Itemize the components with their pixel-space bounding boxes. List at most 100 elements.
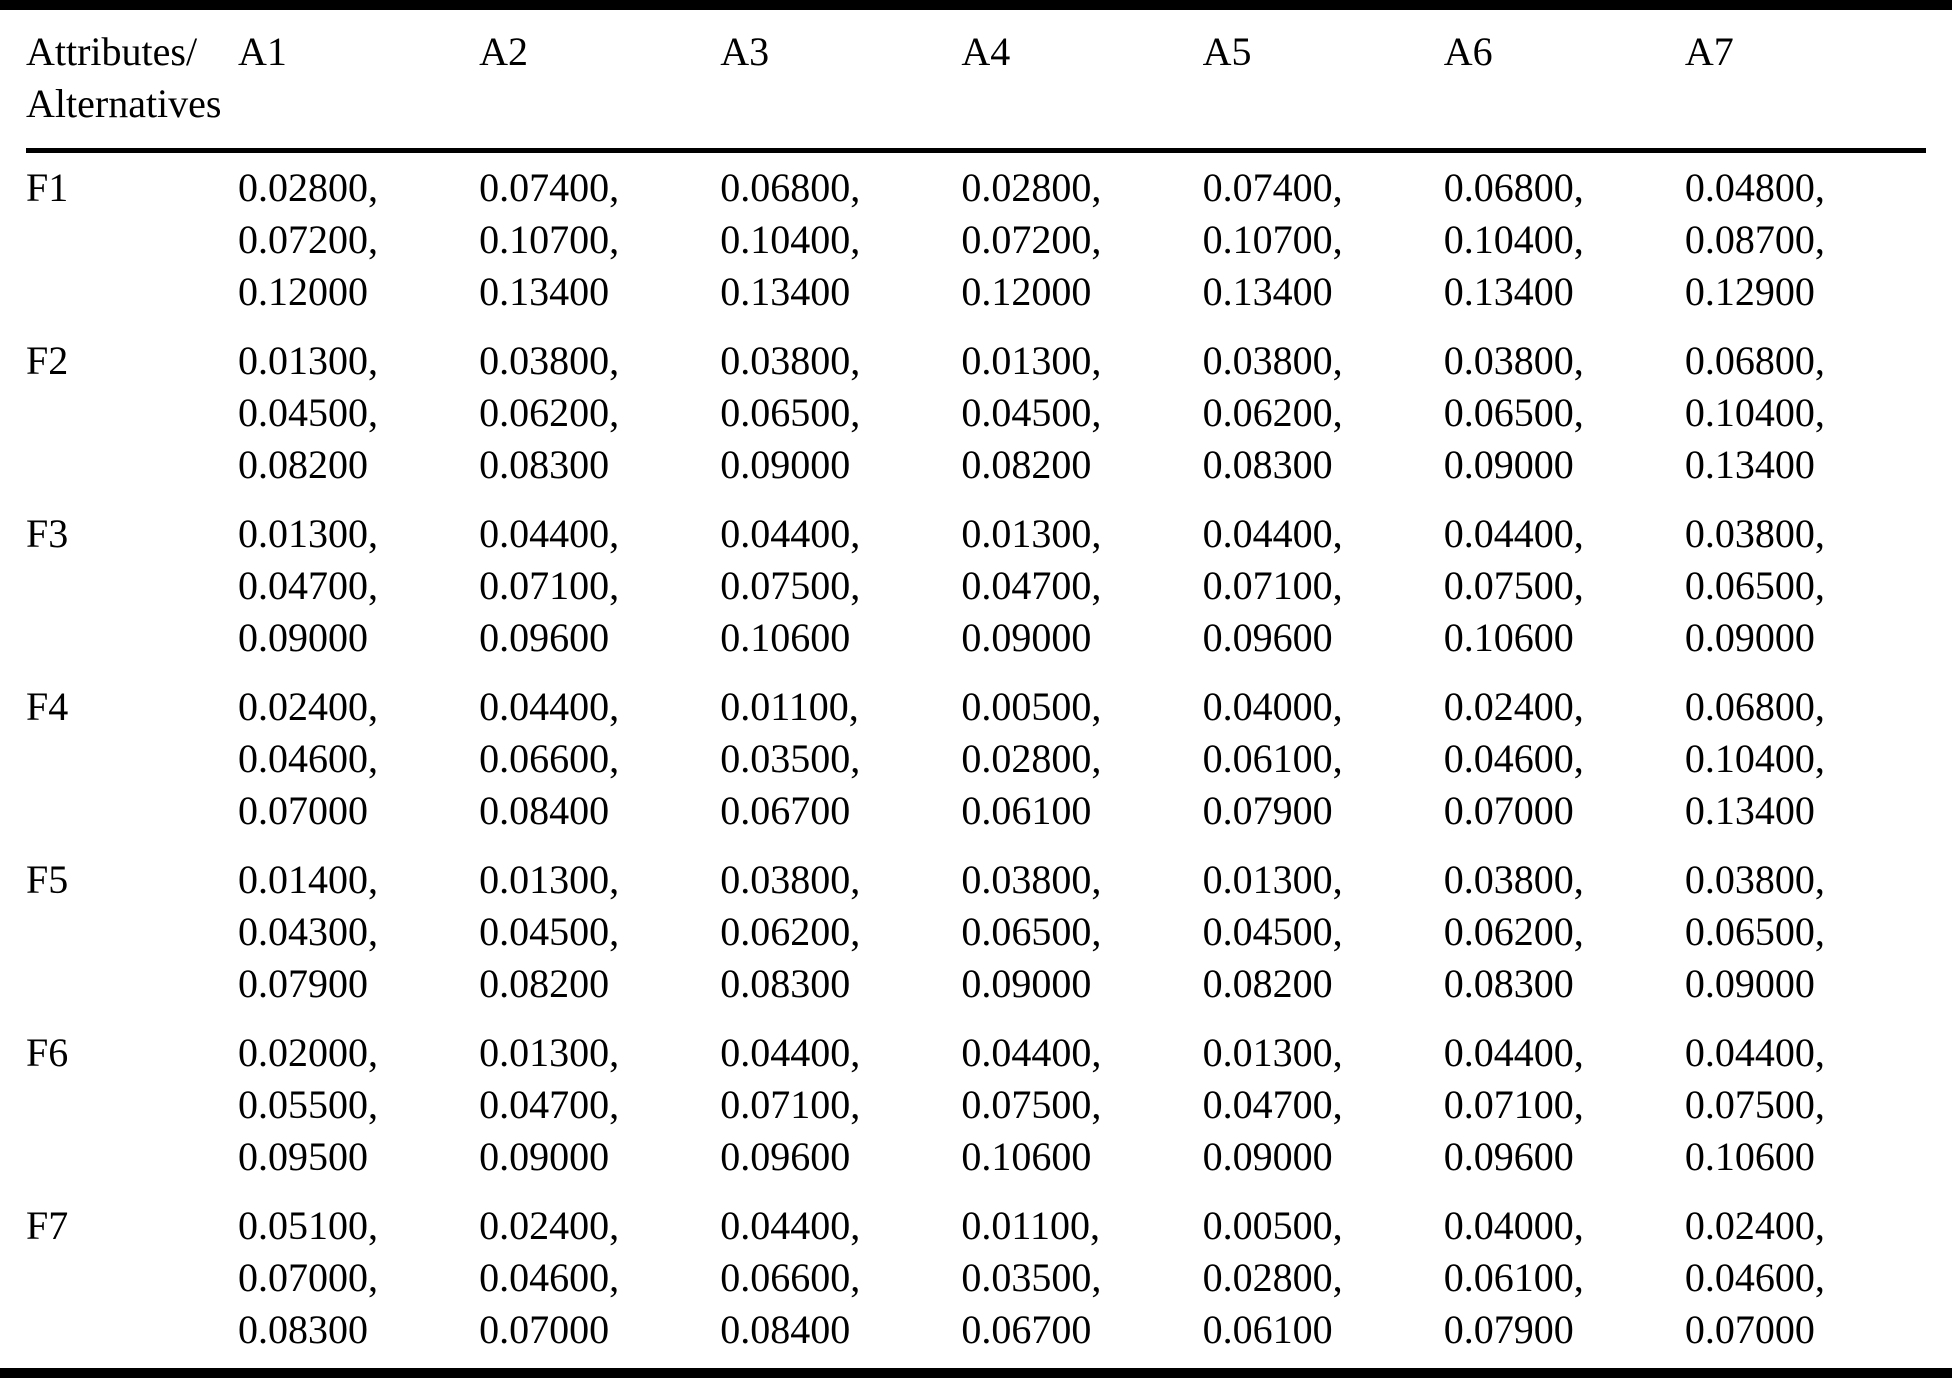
table-body: F1 0.02800, 0.07200, 0.12000 0.07400, 0.10700… — [26, 151, 1926, 1365]
value-cell: 0.01300, 0.04700, 0.09000 — [961, 499, 1202, 672]
value-line: 0.04500, — [238, 390, 378, 435]
value-cell: 0.07400, 0.10700, 0.13400 — [479, 151, 720, 327]
value-line: 0.00500, — [961, 684, 1102, 729]
value-cell: 0.02400, 0.04600, 0.07000 — [1444, 672, 1685, 845]
value-cell: 0.03800, 0.06200, 0.08300 — [1444, 845, 1685, 1018]
value-cell: 0.03800, 0.06200, 0.08300 — [1203, 326, 1444, 499]
value-line: 0.08300 — [720, 961, 851, 1006]
value-line: 0.01400, — [238, 857, 378, 902]
value-line: 0.06800, — [1684, 338, 1825, 383]
value-cell: 0.01300, 0.04500, 0.08200 — [961, 326, 1202, 499]
value-cell: 0.06800, 0.10400, 0.13400 — [1444, 151, 1685, 327]
value-cell: 0.04400, 0.07100, 0.09600 — [720, 1018, 961, 1191]
value-cell: 0.01300, 0.04500, 0.08200 — [479, 845, 720, 1018]
value-line: 0.08200 — [238, 442, 368, 487]
value-cell: 0.03800, 0.06500, 0.09000 — [1444, 326, 1685, 499]
value-line: 0.03500, — [961, 1255, 1102, 1300]
value-line: 0.01300, — [1202, 857, 1343, 902]
row-label: F1 — [26, 165, 69, 210]
value-cell: 0.03800, 0.06500, 0.09000 — [1685, 845, 1926, 1018]
value-cell: 0.02400, 0.04600, 0.07000 — [479, 1191, 720, 1364]
row-label: F4 — [26, 684, 69, 729]
value-cell: 0.07400, 0.10700, 0.13400 — [1203, 151, 1444, 327]
table-row: F6 0.02000, 0.05500, 0.09500 0.01300, 0.04700… — [26, 1018, 1926, 1191]
value-line: 0.01300, — [238, 338, 378, 383]
value-line: 0.13400 — [1443, 269, 1574, 314]
value-line: 0.07000, — [238, 1255, 378, 1300]
value-line: 0.03800, — [1684, 511, 1825, 556]
value-line: 0.02400, — [1443, 684, 1584, 729]
value-line: 0.03800, — [479, 338, 620, 383]
value-line: 0.09600 — [479, 615, 610, 660]
value-cell: 0.01300, 0.04700, 0.09000 — [238, 499, 479, 672]
value-line: 0.07100, — [720, 1082, 861, 1127]
value-line: 0.08200 — [961, 442, 1092, 487]
value-cell: 0.01100, 0.03500, 0.06700 — [961, 1191, 1202, 1364]
value-cell: 0.00500, 0.02800, 0.06100 — [1203, 1191, 1444, 1364]
value-line: 0.04700, — [961, 563, 1102, 608]
value-cell: 0.03800, 0.06500, 0.09000 — [961, 845, 1202, 1018]
value-line: 0.06100 — [1202, 1307, 1333, 1352]
value-line: 0.09600 — [1202, 615, 1333, 660]
value-line: 0.04000, — [1202, 684, 1343, 729]
value-line: 0.01300, — [961, 511, 1102, 556]
value-cell: 0.04400, 0.07500, 0.10600 — [720, 499, 961, 672]
value-cell: 0.04400, 0.06600, 0.08400 — [720, 1191, 961, 1364]
value-cell: 0.04400, 0.07100, 0.09600 — [479, 499, 720, 672]
value-line: 0.12000 — [961, 269, 1092, 314]
value-cell: 0.02400, 0.04600, 0.07000 — [238, 672, 479, 845]
value-line: 0.03800, — [720, 338, 861, 383]
value-line: 0.04400, — [479, 511, 620, 556]
value-line: 0.13400 — [720, 269, 851, 314]
value-line: 0.07900 — [238, 961, 368, 1006]
value-line: 0.10400, — [1684, 736, 1825, 781]
value-line: 0.03800, — [720, 857, 861, 902]
value-line: 0.04400, — [1443, 511, 1584, 556]
value-line: 0.02800, — [1202, 1255, 1343, 1300]
value-cell: 0.05100, 0.07000, 0.08300 — [238, 1191, 479, 1364]
value-line: 0.06500, — [961, 909, 1102, 954]
value-line: 0.13400 — [1202, 269, 1333, 314]
value-line: 0.08400 — [479, 788, 610, 833]
value-line: 0.07200, — [961, 217, 1102, 262]
value-line: 0.07100, — [1202, 563, 1343, 608]
value-line: 0.03800, — [1443, 338, 1584, 383]
value-line: 0.13400 — [1684, 788, 1815, 833]
value-line: 0.04400, — [720, 1203, 861, 1248]
value-line: 0.07000 — [238, 788, 368, 833]
value-line: 0.13400 — [1684, 442, 1815, 487]
value-line: 0.04400, — [720, 511, 861, 556]
value-cell: 0.01100, 0.03500, 0.06700 — [720, 672, 961, 845]
value-cell: 0.00500, 0.02800, 0.06100 — [961, 672, 1202, 845]
value-line: 0.09000 — [1202, 1134, 1333, 1179]
table-row: F3 0.01300, 0.04700, 0.09000 0.04400, 0.07100… — [26, 499, 1926, 672]
value-line: 0.07500, — [961, 1082, 1102, 1127]
value-line: 0.06200, — [1202, 390, 1343, 435]
table-row: F2 0.01300, 0.04500, 0.08200 0.03800, 0.06200… — [26, 326, 1926, 499]
value-line: 0.04600, — [238, 736, 378, 781]
value-line: 0.07900 — [1202, 788, 1333, 833]
value-line: 0.06500, — [720, 390, 861, 435]
value-line: 0.06700 — [961, 1307, 1092, 1352]
value-line: 0.12900 — [1684, 269, 1815, 314]
corner-header-line-2: Alternatives — [26, 81, 222, 126]
value-line: 0.08700, — [1684, 217, 1825, 262]
value-line: 0.13400 — [479, 269, 610, 314]
value-line: 0.09000 — [238, 615, 368, 660]
value-line: 0.10400, — [1443, 217, 1584, 262]
value-cell: 0.01400, 0.04300, 0.07900 — [238, 845, 479, 1018]
value-line: 0.10700, — [1202, 217, 1343, 262]
value-line: 0.10600 — [1684, 1134, 1815, 1179]
value-line: 0.08400 — [720, 1307, 851, 1352]
value-line: 0.01100, — [720, 684, 859, 729]
value-line: 0.04500, — [1202, 909, 1343, 954]
value-line: 0.02000, — [238, 1030, 378, 1075]
value-line: 0.07500, — [1684, 1082, 1825, 1127]
value-line: 0.04500, — [961, 390, 1102, 435]
value-line: 0.06800, — [720, 165, 861, 210]
value-line: 0.04400, — [720, 1030, 861, 1075]
column-header: A7 — [1684, 10, 1926, 153]
value-line: 0.10600 — [961, 1134, 1092, 1179]
value-line: 0.12000 — [238, 269, 368, 314]
